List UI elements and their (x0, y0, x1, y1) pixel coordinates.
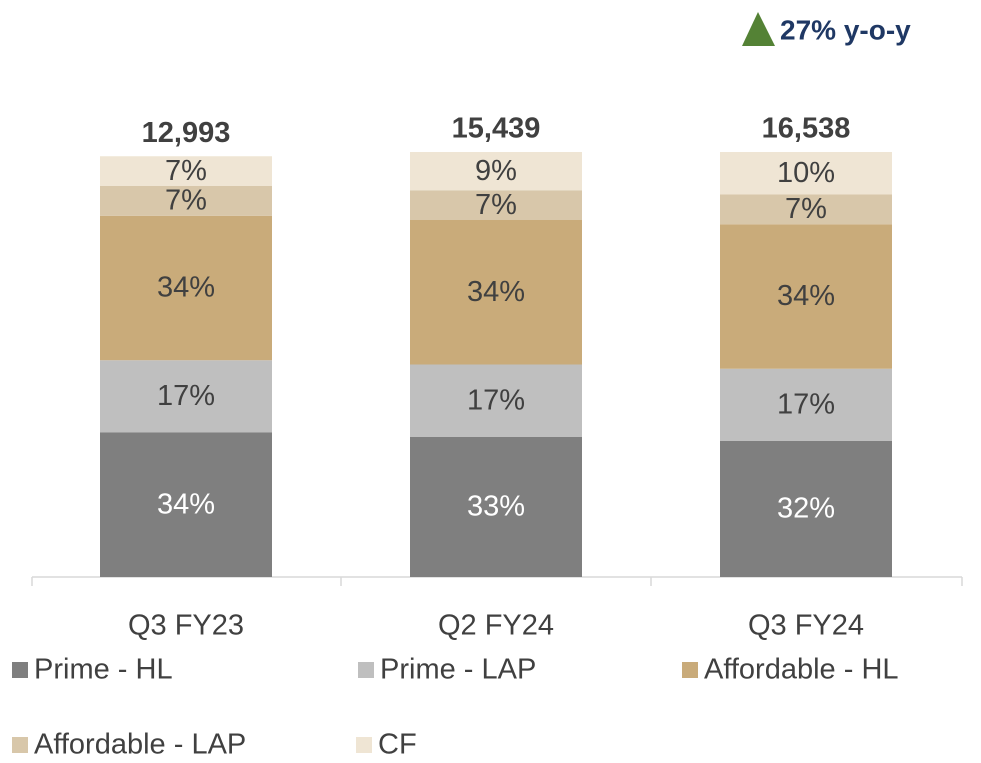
bar-segment (720, 224, 892, 369)
data-label: 34% (467, 276, 525, 308)
legend-label: Affordable - LAP (34, 729, 246, 761)
bar-segment (410, 436, 582, 577)
legend-swatch (682, 662, 698, 678)
x-tick-label: Q3 FY23 (128, 610, 244, 642)
x-tick-label: Q3 FY24 (748, 610, 864, 642)
data-label: 17% (157, 380, 215, 412)
total-label: 15,439 (452, 113, 541, 145)
total-label: 16,538 (762, 113, 851, 145)
data-label: 7% (165, 185, 207, 217)
bar-segment (100, 156, 272, 186)
legend-swatch (356, 737, 372, 753)
annotation: 27% y-o-y (780, 14, 911, 45)
up-triangle (742, 12, 775, 46)
data-label: 34% (157, 488, 215, 520)
legend-label: CF (378, 729, 417, 761)
total-label: 12,993 (142, 117, 231, 149)
legend-swatch (12, 737, 28, 753)
data-label: 17% (777, 389, 835, 421)
data-label: 7% (475, 189, 517, 221)
bar-segment (100, 215, 272, 361)
bar-segment (410, 220, 582, 365)
legend-swatch (12, 662, 28, 678)
bar-segment (720, 441, 892, 577)
bar-segment (720, 194, 892, 225)
data-label: 32% (777, 493, 835, 525)
data-label: 9% (475, 155, 517, 187)
bar-segment (100, 186, 272, 216)
legend-label: Prime - LAP (380, 654, 536, 686)
data-label: 10% (777, 157, 835, 189)
bar-segment (100, 360, 272, 433)
bar-segment (410, 152, 582, 191)
legend-label: Prime - HL (34, 654, 173, 686)
data-label: 7% (785, 193, 827, 225)
legend-swatch (358, 662, 374, 678)
data-label: 17% (467, 384, 525, 416)
data-label: 7% (165, 155, 207, 187)
bar-segment (410, 364, 582, 437)
legend-label: Affordable - HL (704, 654, 899, 686)
data-label: 34% (777, 280, 835, 312)
bar-segment (720, 368, 892, 441)
bar-segment (100, 432, 272, 577)
x-tick-label: Q2 FY24 (438, 610, 554, 642)
data-label: 34% (157, 272, 215, 304)
bar-segment (410, 190, 582, 220)
data-label: 33% (467, 491, 525, 523)
bar-segment (720, 152, 892, 195)
